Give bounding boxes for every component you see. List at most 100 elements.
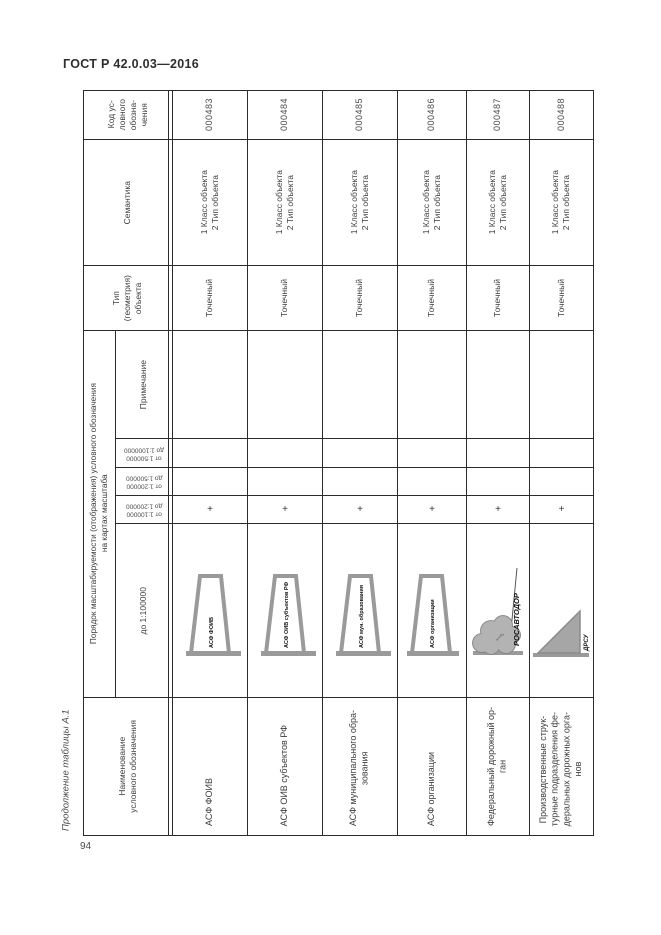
table-continuation-caption: Продолжение таблицы А.1 <box>60 709 72 831</box>
geometry-cell: Точечный <box>529 265 594 331</box>
geometry-cell: Точечный <box>322 265 398 331</box>
geometry-cell: Точечный <box>172 265 248 331</box>
geometry-cell: Точечный <box>466 265 530 331</box>
header-note: Примечание <box>115 330 173 439</box>
name-cell: АСФ организации <box>397 697 467 836</box>
triangle-symbol: ДРСУ <box>533 609 590 657</box>
note-cell <box>529 330 594 439</box>
header-note-label: Примечание <box>138 359 149 410</box>
symbol-cell: ДРСУ <box>529 523 594 698</box>
code-cell: 000486 <box>397 90 467 140</box>
semantics-cell: 1 Класс объекта 2 Тип объекта <box>397 139 467 266</box>
name-cell: Федеральный дорожный ор- ган <box>466 697 530 836</box>
semantics-cell: 1 Класс объекта 2 Тип объекта <box>466 139 530 266</box>
symbol-cell: АСФ ФОИВ <box>172 523 248 698</box>
scale-cell <box>247 467 323 496</box>
code-value: 000488 <box>555 98 566 132</box>
header-scale-100-200: от 1:100000 до 1:200000 <box>115 495 173 524</box>
geometry-value: Точечный <box>204 279 215 317</box>
plus-mark: + <box>282 504 288 515</box>
plus-cell: + <box>466 495 530 524</box>
doc-header: ГОСТ Р 42.0.03—2016 <box>63 57 199 71</box>
symbol-cell: РОСАВТОДОР <box>466 523 530 698</box>
scale-cell <box>322 438 398 468</box>
name-value: АСФ ОИВ субъектов РФ <box>279 724 290 826</box>
trapezoid-symbol: АСФ ОИВ субъектов РФ <box>261 574 316 656</box>
note-cell <box>172 330 248 439</box>
name-value: АСФ ФОИВ <box>204 778 215 826</box>
header-scale-group: Порядок масштабируемости (отображения) у… <box>83 330 116 698</box>
note-cell <box>466 330 530 439</box>
header-scale-200-500-label: от 1:200000 до 1:500000 <box>125 474 163 490</box>
symbol-cell: АСФ ОИВ субъектов РФ <box>247 523 323 698</box>
semantics-value: 1 Класс объекта 2 Тип объекта <box>420 170 442 235</box>
trapezoid-symbol: АСФ мун. образования <box>336 574 391 656</box>
cloud-symbol: РОСАВТОДОР <box>472 567 523 655</box>
scale-cell <box>247 438 323 468</box>
plus-cell: + <box>247 495 323 524</box>
header-semantics: Семантика <box>83 139 173 266</box>
plus-mark: + <box>495 504 501 515</box>
symbol-label: АСФ ФОИВ <box>209 617 215 648</box>
plus-mark: + <box>207 504 213 515</box>
name-value: Производственные струк- турные подраздел… <box>538 711 584 826</box>
semantics-value: 1 Класс объекта 2 Тип объекта <box>550 170 572 235</box>
scale-cell <box>322 467 398 496</box>
geometry-value: Точечный <box>555 279 566 317</box>
note-cell <box>397 330 467 439</box>
note-cell <box>322 330 398 439</box>
geometry-value: Точечный <box>354 279 365 317</box>
header-code-label: Код ус- ловного обозна- чения <box>105 99 150 131</box>
header-scale-200-500: от 1:200000 до 1:500000 <box>115 467 173 496</box>
plus-cell: + <box>322 495 398 524</box>
symbol-label: АСФ организации <box>430 599 436 648</box>
code-value: 000485 <box>354 98 365 132</box>
plus-mark: + <box>558 504 565 515</box>
geometry-value: Точечный <box>279 279 290 317</box>
plus-mark: + <box>357 504 363 515</box>
semantics-value: 1 Класс объекта 2 Тип объекта <box>348 170 370 235</box>
double-rule <box>168 90 169 836</box>
header-scale-100-200-label: от 1:100000 до 1:200000 <box>125 502 163 518</box>
scale-cell <box>397 438 467 468</box>
plus-cell: + <box>172 495 248 524</box>
header-name: Наименование условного обозначения <box>83 697 173 836</box>
scale-cell <box>172 467 248 496</box>
symbol-label: ДРСУ <box>584 634 590 652</box>
code-value: 000483 <box>204 98 215 132</box>
header-scale-upto-100: до 1:100000 <box>115 523 173 698</box>
header-geometry-label: Тип (геометрия) объекта <box>111 274 144 322</box>
code-value: 000486 <box>426 98 437 132</box>
semantics-cell: 1 Класс объекта 2 Тип объекта <box>172 139 248 266</box>
name-value: АСФ организации <box>426 751 437 826</box>
code-cell: 000488 <box>529 90 594 140</box>
geometry-cell: Точечный <box>397 265 467 331</box>
geometry-value: Точечный <box>492 279 503 317</box>
semantics-value: 1 Класс объекта 2 Тип объекта <box>486 170 508 235</box>
scale-cell <box>172 438 248 468</box>
scale-cell <box>529 467 594 496</box>
header-scale-group-label: Порядок масштабируемости (отображения) у… <box>88 383 110 645</box>
header-geometry: Тип (геометрия) объекта <box>83 265 173 331</box>
trapezoid-symbol: АСФ организации <box>407 574 459 656</box>
symbol-label: АСФ мун. образования <box>358 585 365 648</box>
geometry-value: Точечный <box>426 279 437 317</box>
header-semantics-label: Семантика <box>122 180 133 225</box>
plus-cell: + <box>397 495 467 524</box>
scale-cell <box>397 467 467 496</box>
page-number: 94 <box>80 841 92 852</box>
scale-cell <box>466 438 530 468</box>
name-value: АСФ муниципального обра- зования <box>348 709 370 826</box>
semantics-value: 1 Класс объекта 2 Тип объекта <box>273 170 295 235</box>
code-value: 000487 <box>492 98 503 132</box>
code-value: 000484 <box>279 98 290 132</box>
code-cell: 000484 <box>247 90 323 140</box>
name-cell: Производственные струк- турные подраздел… <box>529 697 594 836</box>
note-cell <box>247 330 323 439</box>
code-cell: 000483 <box>172 90 248 140</box>
symbol-cell: АСФ мун. образования <box>322 523 398 698</box>
code-cell: 000485 <box>322 90 398 140</box>
code-cell: 000487 <box>466 90 530 140</box>
name-cell: АСФ ОИВ субъектов РФ <box>247 697 323 836</box>
